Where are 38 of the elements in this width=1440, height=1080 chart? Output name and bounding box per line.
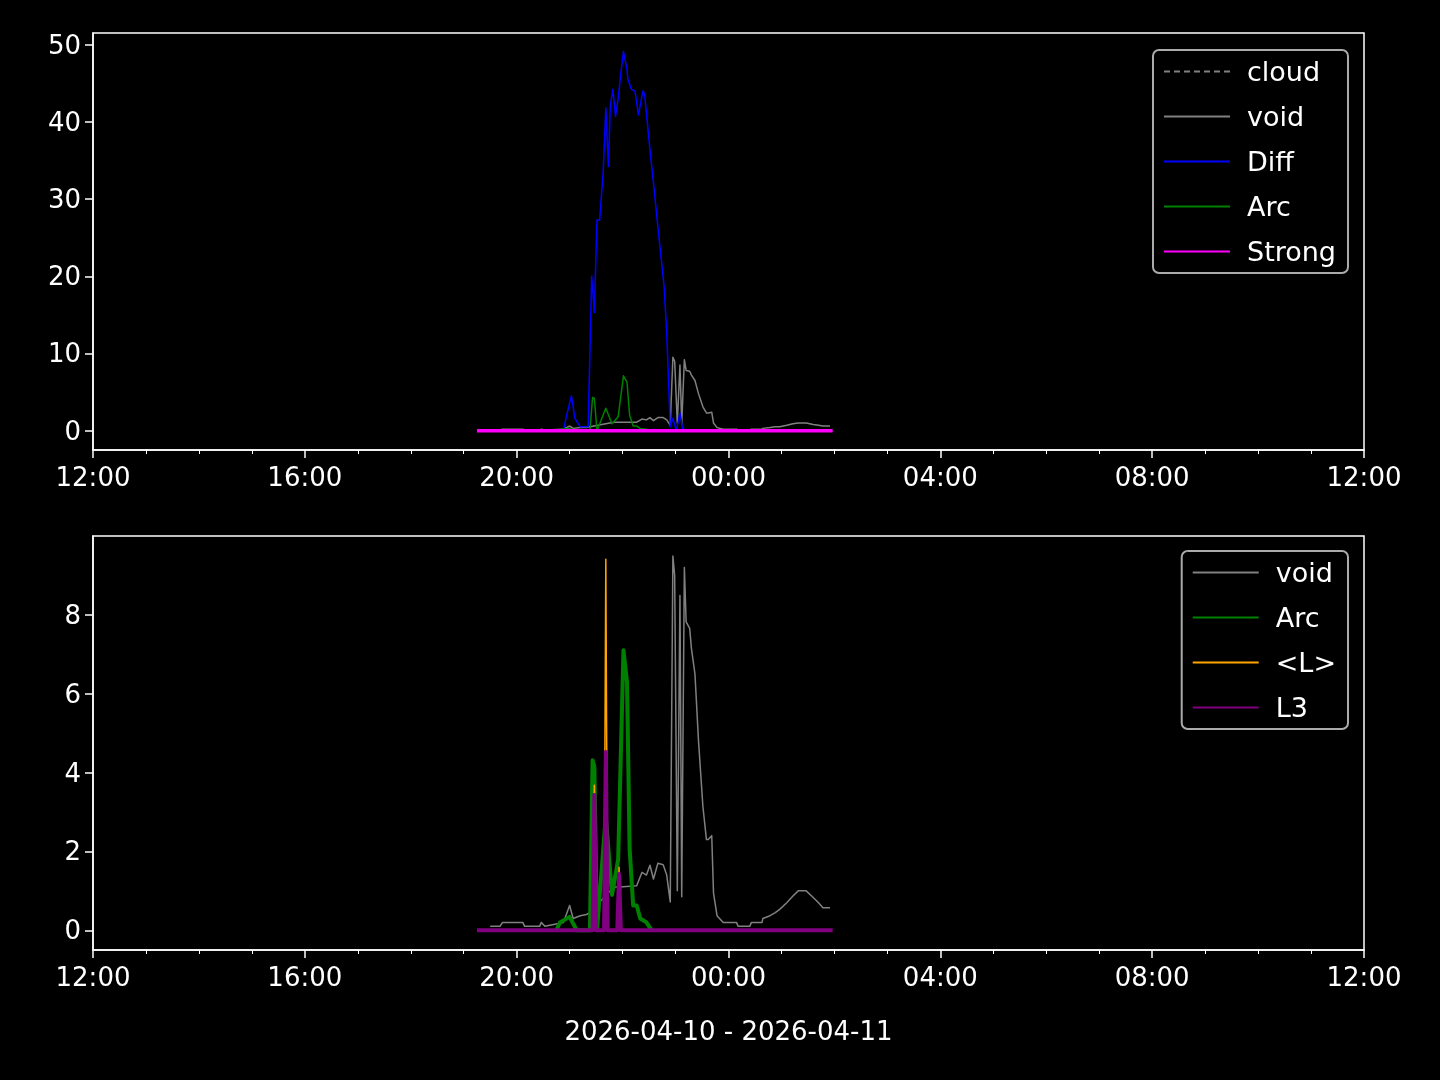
x-tick-label: 08:00 bbox=[1114, 462, 1190, 492]
x-axis-title: 2026-04-10 - 2026-04-11 bbox=[564, 1016, 893, 1046]
x-tick-label: 12:00 bbox=[1326, 462, 1402, 492]
y-tick-label: 20 bbox=[47, 261, 81, 292]
legend-label: <L> bbox=[1275, 647, 1337, 678]
line-series bbox=[562, 50, 687, 432]
x-tick-label: 12:00 bbox=[55, 462, 131, 492]
x-tick-label: 12:00 bbox=[1326, 962, 1402, 992]
legend-label: Arc bbox=[1275, 602, 1320, 633]
y-tick-label: 6 bbox=[64, 678, 81, 709]
y-tick-label: 40 bbox=[47, 106, 81, 137]
legend-label: Strong bbox=[1247, 236, 1337, 267]
y-tick-label: 8 bbox=[64, 599, 81, 630]
x-tick-label: 00:00 bbox=[691, 462, 766, 492]
line-series bbox=[474, 750, 835, 933]
y-tick-label: 50 bbox=[47, 29, 81, 60]
y-tick-label: 0 bbox=[64, 415, 81, 446]
legend-label: void bbox=[1247, 101, 1305, 132]
y-tick-label: 0 bbox=[64, 915, 81, 946]
x-tick-label: 04:00 bbox=[902, 462, 978, 492]
x-tick-label: 12:00 bbox=[55, 962, 131, 992]
x-tick-label: 20:00 bbox=[479, 962, 555, 992]
x-tick-label: 08:00 bbox=[1114, 962, 1190, 992]
x-tick-label: 20:00 bbox=[479, 462, 555, 492]
legend-label: void bbox=[1275, 557, 1333, 588]
y-tick-label: 30 bbox=[47, 184, 81, 215]
x-tick-label: 00:00 bbox=[691, 962, 766, 992]
x-tick-label: 16:00 bbox=[267, 462, 343, 492]
y-tick-label: 2 bbox=[64, 836, 81, 867]
legend-label: Arc bbox=[1247, 191, 1291, 222]
line-series bbox=[489, 555, 831, 928]
x-tick-label: 16:00 bbox=[267, 962, 343, 992]
legend-label: cloud bbox=[1247, 56, 1321, 87]
legend-label: L3 bbox=[1275, 692, 1308, 723]
x-tick-label: 04:00 bbox=[902, 962, 978, 992]
y-tick-label: 4 bbox=[64, 757, 81, 788]
legend-label: Diff bbox=[1247, 146, 1296, 177]
y-tick-label: 10 bbox=[47, 338, 81, 369]
